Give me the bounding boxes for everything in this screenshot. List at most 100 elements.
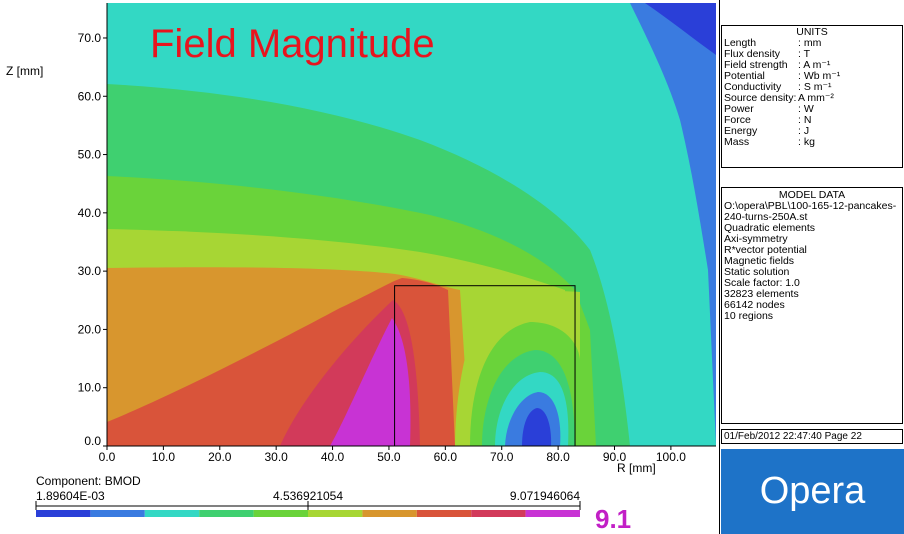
scale-labels: 1.89604E-03 4.536921054 9.071946064 — [36, 489, 580, 503]
component-label: Component: BMOD — [36, 474, 141, 488]
model-line: Static solution — [724, 266, 790, 278]
model-line: R*vector potential — [724, 244, 807, 256]
x-tick-label: 20.0 — [208, 450, 232, 464]
unit-row: Potential : Wb m⁻¹ — [724, 71, 900, 82]
x-tick-label: 100.0 — [656, 450, 686, 464]
x-tick-label: 90.0 — [603, 450, 627, 464]
x-tick-label: 50.0 — [377, 450, 401, 464]
opera-logo: Opera — [721, 449, 904, 534]
unit-row: Flux density : T — [724, 49, 900, 60]
model-line: 32823 elements — [724, 288, 799, 300]
y-tick-label: 70.0 — [78, 31, 102, 45]
scale-swatches — [36, 510, 580, 517]
unit-name: Flux density — [724, 48, 781, 60]
units-rows: Length : mm Flux density : T Field strength:… — [724, 38, 900, 148]
unit-value: : A m⁻¹ — [798, 59, 831, 71]
unit-row: Force : N — [724, 115, 900, 126]
unit-name: Power — [724, 103, 754, 115]
y-tick-label: 10.0 — [78, 381, 102, 395]
chart-title: Field Magnitude — [150, 22, 435, 66]
units-heading: UNITS — [796, 26, 828, 38]
inner-darkblue — [522, 408, 552, 446]
y-ticks: 0.0 10.0 20.0 30.0 40.0 50.0 60.0 70.0 — [78, 31, 107, 448]
unit-value: : mm — [798, 37, 822, 49]
unit-value: : N — [798, 114, 812, 126]
unit-row: Power : W — [724, 104, 900, 115]
scale-swatch — [253, 510, 308, 517]
y-tick-label: 20.0 — [78, 322, 102, 336]
band-magenta — [330, 318, 411, 446]
scale-ticks — [35, 501, 581, 510]
unit-name: Source density: — [724, 92, 797, 104]
unit-row: Length : mm — [724, 38, 900, 49]
corner-darkblue — [645, 3, 716, 55]
unit-name: Mass — [724, 136, 750, 148]
model-line: Scale factor: 1.0 — [724, 277, 800, 289]
unit-row: Mass : kg — [724, 137, 900, 148]
model-file-path: O:\opera\PBL\100-165-12-pancakes-240-tur… — [724, 200, 897, 223]
y-tick-label: 0.0 — [84, 434, 101, 448]
scale-value-label: 4.536921054 — [273, 489, 343, 503]
x-tick-label: 40.0 — [321, 450, 345, 464]
coil-outline — [394, 285, 576, 446]
unit-value: A mm⁻² — [798, 92, 834, 104]
model-line: Axi-symmetry — [724, 233, 788, 245]
model-lines: Quadratic elements Axi-symmetry R*vector p… — [724, 223, 900, 322]
unit-value: : T — [798, 48, 811, 60]
unit-name: Energy — [724, 125, 758, 137]
scale-swatch — [36, 510, 91, 517]
y-tick-label: 60.0 — [78, 89, 102, 103]
unit-value: : W — [798, 103, 814, 115]
x-axis-label: R [mm] — [617, 461, 656, 475]
scale-swatch — [144, 510, 200, 517]
date-text: 01/Feb/2012 22:47:40 Page 22 — [724, 431, 862, 442]
model-data-panel: MODEL DATA O:\opera\PBL\100-165-12-panca… — [721, 187, 903, 424]
scale-swatch — [525, 510, 580, 517]
unit-name: Conductivity — [724, 81, 782, 93]
plot-area — [107, 3, 716, 446]
unit-name: Force — [724, 114, 751, 126]
y-axis-label: Z [mm] — [6, 64, 43, 78]
scale-swatch — [471, 510, 526, 517]
model-line: Quadratic elements — [724, 222, 816, 234]
unit-value: : Wb m⁻¹ — [798, 70, 841, 82]
x-tick-label: 0.0 — [99, 450, 116, 464]
max-value-badge: 9.1 — [595, 504, 631, 534]
unit-name: Field strength — [724, 59, 788, 71]
scale-swatch — [416, 510, 472, 517]
scale-swatch — [308, 510, 363, 517]
color-scale-legend: Component: BMOD 1.89604E-03 4.536921054 9.… — [35, 474, 631, 534]
logo-text: Opera — [759, 470, 866, 512]
scale-swatch — [90, 510, 145, 517]
x-tick-label: 10.0 — [152, 450, 176, 464]
x-tick-label: 30.0 — [264, 450, 288, 464]
scale-value-label: 9.071946064 — [510, 489, 580, 503]
y-tick-label: 30.0 — [78, 264, 102, 278]
unit-value: : S m⁻¹ — [798, 81, 832, 93]
model-heading: MODEL DATA — [778, 189, 846, 201]
x-tick-label: 80.0 — [546, 450, 570, 464]
units-panel: UNITS Length: mm Flux density: T Field str… — [721, 25, 903, 168]
unit-value: : kg — [798, 136, 815, 148]
date-page-footer: 01/Feb/2012 22:47:40 Page 22 — [721, 429, 903, 444]
unit-row: Conductivity : S m⁻¹ — [724, 82, 900, 93]
scale-value-label: 1.89604E-03 — [36, 489, 105, 503]
scale-swatch — [362, 510, 417, 517]
model-line: 66142 nodes — [724, 299, 785, 311]
x-tick-label: 60.0 — [434, 450, 458, 464]
unit-name: Potential — [724, 70, 765, 82]
scale-swatch — [199, 510, 254, 517]
x-tick-label: 70.0 — [490, 450, 514, 464]
model-line: 10 regions — [724, 310, 774, 322]
unit-row: Energy : J — [724, 126, 900, 137]
unit-row: Field strength : A m⁻¹ — [724, 60, 900, 71]
unit-name: Length — [724, 37, 757, 49]
separator-line — [719, 0, 720, 534]
y-tick-label: 40.0 — [78, 206, 102, 220]
model-line: Magnetic fields — [724, 255, 795, 267]
y-tick-label: 50.0 — [78, 148, 102, 162]
unit-row: Source density: A mm⁻² — [724, 93, 900, 104]
x-ticks: 0.0 10.0 20.0 30.0 40.0 50.0 60.0 70.0 80.0 90.0 1… — [99, 446, 686, 464]
unit-value: : J — [798, 125, 810, 137]
